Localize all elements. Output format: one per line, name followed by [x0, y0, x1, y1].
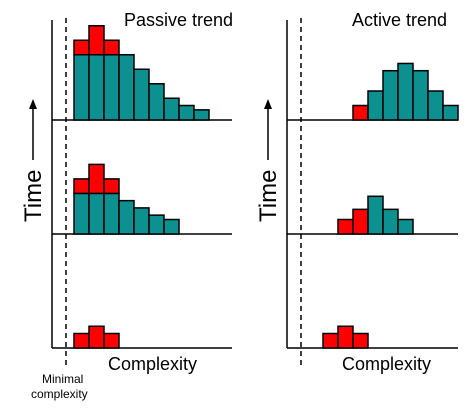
y-axis-label-passive: Time [20, 170, 47, 222]
bar-teal-6 [442, 104, 459, 121]
histogram-active-middle [337, 195, 414, 235]
bar-teal-5 [148, 83, 165, 121]
bar-red-2 [103, 332, 120, 349]
bar-red-0 [73, 178, 90, 195]
bar-teal-3 [397, 62, 414, 121]
bar-teal-6 [163, 218, 180, 235]
bar-red-1 [337, 325, 354, 349]
panel-title-passive: Passive trend [124, 10, 233, 30]
bar-teal-5 [427, 90, 444, 121]
bar-red-2 [103, 178, 120, 195]
bar-teal-8 [193, 109, 210, 121]
bar-red-0 [337, 218, 354, 235]
bar-red-2 [103, 39, 120, 56]
bar-teal-2 [367, 195, 384, 235]
x-axis-label-active: Complexity [342, 354, 431, 374]
panel-active: Active trend Complexity Time [255, 10, 459, 374]
bar-teal-1 [88, 192, 105, 235]
minimal-label-line2: complexity [31, 387, 88, 401]
time-arrow-head-icon [29, 99, 37, 109]
bar-teal-0 [73, 192, 90, 235]
bar-red-1 [88, 163, 105, 195]
bar-teal-1 [367, 90, 384, 121]
bar-teal-2 [382, 69, 399, 121]
histogram-active-bottom [322, 325, 369, 349]
bar-red-1 [88, 325, 105, 349]
panel-passive: Passive trend Complexity Time Minimal co… [20, 10, 233, 401]
bar-red-0 [322, 332, 339, 349]
bar-teal-1 [88, 54, 105, 121]
panel-title-active: Active trend [352, 10, 447, 30]
bar-red-0 [73, 332, 90, 349]
y-axis-label-active: Time [255, 170, 282, 222]
bar-teal-4 [397, 218, 414, 235]
bar-teal-5 [148, 214, 165, 235]
histogram-active-top [352, 62, 459, 121]
bar-red-2 [352, 332, 369, 349]
bar-teal-4 [133, 207, 150, 235]
bar-teal-3 [118, 199, 135, 235]
bar-red-1 [88, 25, 105, 56]
time-axis-label-active: Time [255, 99, 282, 222]
x-axis-label-passive: Complexity [108, 354, 197, 374]
bar-red-0 [73, 39, 90, 56]
bar-teal-4 [412, 69, 429, 121]
bar-teal-6 [163, 97, 180, 121]
histogram-passive-bottom [73, 325, 120, 349]
bar-teal-2 [103, 192, 120, 235]
bar-red-0 [352, 104, 369, 121]
bar-teal-3 [382, 208, 399, 235]
histogram-passive-middle [73, 163, 180, 235]
bar-teal-4 [133, 68, 150, 121]
bar-teal-2 [103, 54, 120, 121]
bar-teal-0 [73, 54, 90, 121]
bar-teal-3 [118, 54, 135, 121]
time-arrow-head-icon [264, 99, 272, 109]
bar-teal-7 [178, 104, 195, 121]
histogram-passive-top [73, 25, 210, 121]
time-axis-label-passive: Time [20, 99, 47, 222]
minimal-label-line1: Minimal [42, 372, 83, 386]
bar-red-1 [352, 208, 369, 235]
